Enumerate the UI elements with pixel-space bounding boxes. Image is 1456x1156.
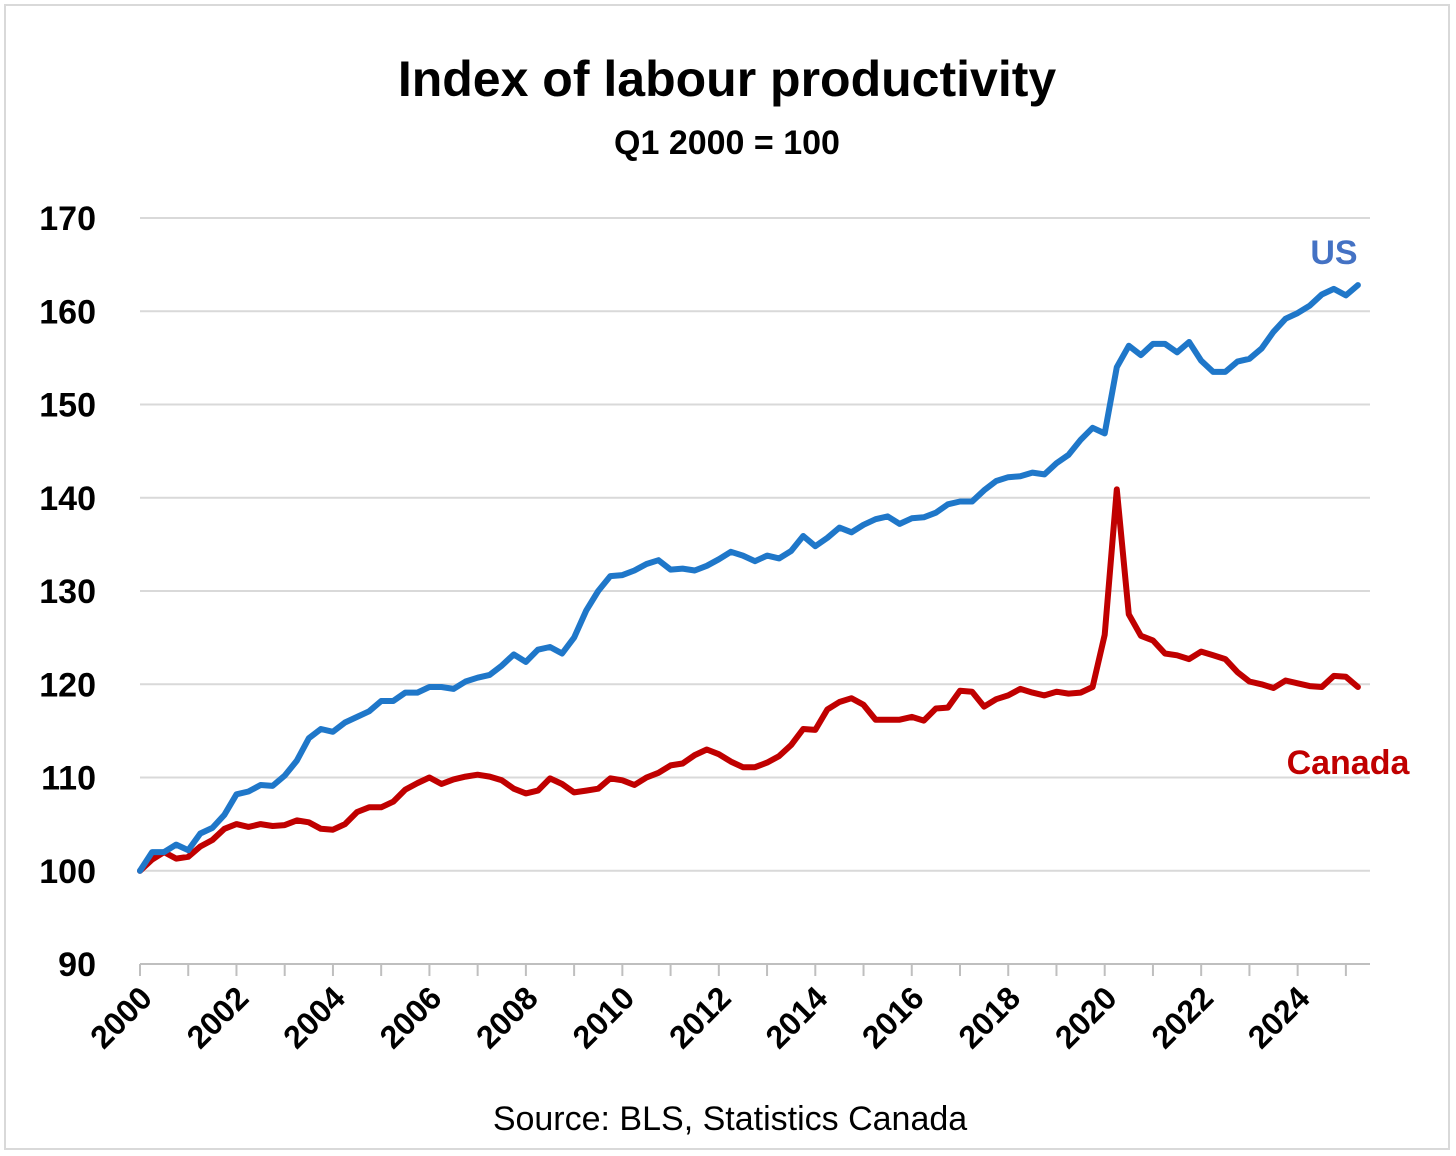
- x-tick-label: 2000: [83, 979, 159, 1055]
- y-tick-label: 140: [39, 480, 96, 518]
- series-line-canada: [137, 486, 1361, 874]
- x-tick-label: 2020: [1048, 979, 1124, 1055]
- series-line-us: [137, 282, 1361, 874]
- x-tick-label: 2004: [276, 979, 352, 1055]
- gridlines: [140, 217, 1370, 872]
- chart-frame: [4, 4, 1450, 1150]
- chart-title: Index of labour productivity: [398, 51, 1057, 107]
- x-tick-label: 2014: [758, 979, 834, 1055]
- chart-subtitle: Q1 2000 = 100: [614, 124, 840, 162]
- y-tick-label: 120: [39, 666, 96, 704]
- x-tick-label: 2006: [373, 979, 449, 1055]
- series-label-us: US: [1310, 234, 1357, 272]
- y-tick-label: 130: [39, 573, 96, 611]
- series-label-canada: Canada: [1287, 744, 1411, 782]
- source-note: Source: BLS, Statistics Canada: [493, 1100, 967, 1138]
- x-tick-label: 2012: [662, 979, 738, 1055]
- y-tick-label: 90: [58, 946, 96, 984]
- y-tick-label: 170: [39, 200, 96, 238]
- y-axis-ticks: 90 100 110 120 130 140 150 160 170: [39, 200, 96, 984]
- x-tick-label: 2008: [469, 979, 545, 1055]
- series-labels: US Canada: [1287, 234, 1411, 782]
- x-tick-label: 2010: [566, 979, 642, 1055]
- x-tick-label: 2018: [951, 979, 1027, 1055]
- y-tick-label: 100: [39, 853, 96, 891]
- x-tick-label: 2022: [1144, 979, 1220, 1055]
- y-tick-label: 150: [39, 387, 96, 425]
- x-tick-label: 2002: [180, 979, 256, 1055]
- y-tick-label: 160: [39, 293, 96, 331]
- x-axis: 2000 2002 2004 2006 2008 2010 2012 2014 2016 2018…: [83, 963, 1370, 1055]
- x-tick-label: 2024: [1241, 979, 1317, 1055]
- y-tick-label: 110: [41, 760, 96, 798]
- series-lines: [137, 282, 1361, 874]
- x-tick-label: 2016: [855, 979, 931, 1055]
